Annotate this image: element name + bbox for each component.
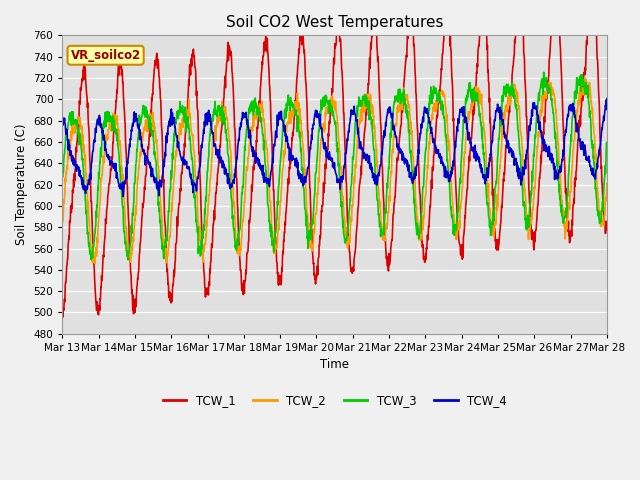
TCW_3 (124, 257, 132, 263)
TCW_3 (123, 248, 131, 253)
X-axis label: Time: Time (320, 359, 349, 372)
TCW_1 (290, 126, 298, 132)
TCW_1 (301, 63, 309, 69)
TCW_4 (100, 136, 108, 142)
TCW_3 (301, 206, 309, 212)
Line: TCW_3: TCW_3 (62, 72, 607, 260)
TCW_4 (58, 114, 66, 120)
TCW_3 (540, 69, 548, 75)
TCW_2 (290, 101, 298, 107)
TCW_1 (311, 276, 319, 282)
TCW_2 (101, 141, 109, 147)
Line: TCW_1: TCW_1 (62, 0, 607, 317)
TCW_4 (119, 193, 127, 199)
Text: VR_soilco2: VR_soilco2 (70, 49, 141, 62)
TCW_2 (58, 220, 66, 226)
TCW_4 (369, 175, 376, 180)
TCW_3 (603, 144, 611, 149)
Title: Soil CO2 West Temperatures: Soil CO2 West Temperatures (226, 15, 444, 30)
TCW_2 (603, 180, 611, 186)
Legend: TCW_1, TCW_2, TCW_3, TCW_4: TCW_1, TCW_2, TCW_3, TCW_4 (158, 389, 511, 411)
Y-axis label: Soil Temperature (C): Soil Temperature (C) (15, 124, 28, 245)
TCW_1 (58, 307, 66, 312)
TCW_4 (311, 111, 319, 117)
TCW_2 (311, 223, 319, 229)
TCW_1 (603, 227, 611, 233)
TCW_4 (603, 96, 611, 101)
TCW_4 (290, 156, 298, 162)
TCW_2 (582, 76, 589, 82)
TCW_2 (369, 103, 376, 108)
TCW_3 (311, 190, 319, 196)
TCW_1 (101, 235, 109, 241)
TCW_4 (123, 158, 131, 164)
TCW_3 (58, 173, 66, 179)
TCW_3 (290, 106, 298, 111)
Line: TCW_4: TCW_4 (62, 98, 607, 196)
TCW_1 (369, 26, 376, 32)
TCW_1 (59, 314, 67, 320)
TCW_3 (100, 123, 108, 129)
TCW_1 (123, 181, 131, 187)
TCW_2 (123, 240, 131, 246)
TCW_2 (91, 261, 99, 266)
TCW_4 (301, 180, 309, 185)
Line: TCW_2: TCW_2 (62, 79, 607, 264)
TCW_3 (369, 129, 376, 135)
TCW_2 (301, 177, 309, 182)
